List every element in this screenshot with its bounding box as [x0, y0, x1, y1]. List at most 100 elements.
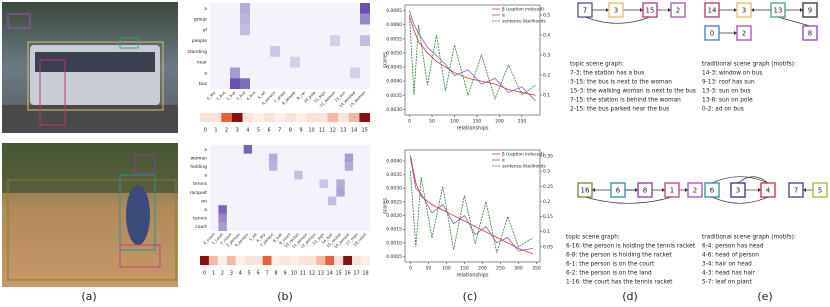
bar-label: 4	[239, 271, 242, 277]
series-line	[410, 155, 533, 255]
bar-label: 8	[289, 128, 292, 134]
y-tick-label: 0.0015	[386, 227, 402, 233]
legend-label: α	[502, 14, 505, 19]
graph-text: traditional scene graph (motifs):	[702, 235, 796, 241]
y2-tick-label: 0.3	[543, 169, 550, 175]
graph-text: 13-8: sun on pole	[702, 98, 753, 104]
node-label: 3	[736, 187, 740, 195]
bar-label: 17	[353, 271, 359, 277]
bar-label: 11	[319, 128, 325, 134]
node-label: 5	[818, 187, 822, 195]
col-label: 4_bus	[245, 90, 256, 101]
node-label: 15	[646, 7, 655, 15]
node-label: 8	[808, 30, 812, 38]
node-label: 2	[676, 7, 680, 15]
node-label: 3	[742, 7, 746, 15]
arrow-head	[606, 8, 609, 12]
bar-label: 13	[340, 128, 346, 134]
y-tick-label: 0.0010	[386, 240, 402, 246]
col-label: 5_lot	[256, 90, 266, 100]
bar-cell	[262, 256, 272, 265]
bar-cell	[271, 256, 281, 265]
y2-tick-label: 0.35	[543, 154, 553, 160]
bar-label: 1	[214, 128, 217, 134]
col-label: 1_bus	[215, 90, 226, 101]
y2-tick-label: 0.1	[543, 229, 550, 235]
y-tick-label: 0.0020	[386, 213, 402, 219]
arrow-head	[640, 8, 643, 12]
y-tick-label: 0.0050	[386, 50, 402, 56]
row-label: of	[203, 27, 208, 33]
bar-label: 9	[299, 128, 302, 134]
legend-label: β (caption induced)	[502, 152, 544, 158]
bar-cell	[306, 113, 317, 122]
bar-label: 2	[225, 128, 228, 134]
bar-cell	[244, 256, 254, 265]
node-label: 13	[774, 7, 783, 15]
bar-label: 10	[308, 128, 314, 134]
bar-cell	[253, 256, 263, 265]
graph-text: 6-2: the person is on the land	[566, 271, 652, 277]
bar-label: 5	[248, 271, 251, 277]
graph-text: topic scene graph:	[566, 235, 620, 241]
row-label: near	[197, 60, 207, 66]
bar-cell	[235, 256, 245, 265]
node	[704, 25, 720, 41]
x-tick-label: 0	[408, 119, 411, 125]
bar-cell	[208, 256, 218, 265]
heatmap-cell	[327, 196, 337, 206]
y-tick-label: 0.0035	[386, 172, 402, 178]
node	[788, 182, 804, 198]
y-tick-label: 0.0055	[386, 36, 402, 42]
col-label: 2_bus	[225, 90, 236, 101]
graph-text: 15-3: the walking woman is next to the b…	[570, 89, 696, 95]
bar-cell	[316, 256, 326, 265]
bar-label: 9	[283, 271, 286, 277]
bar-cell	[352, 256, 362, 265]
y2-tick-label: 0.4	[543, 33, 550, 39]
y-tick-label: 0.0040	[386, 79, 402, 85]
heatmap-cell	[360, 13, 370, 25]
y-tick-label: 0.0030	[386, 107, 402, 113]
photo-tennis	[2, 143, 178, 287]
graph-text: 2-15: the bus parked near the bus	[570, 107, 669, 113]
node-label: 6	[616, 187, 621, 195]
graph-text: 7-15: the station is behind the woman	[570, 98, 681, 104]
bar-label: 6	[257, 271, 260, 277]
bar-cell	[210, 113, 222, 122]
node	[608, 2, 624, 18]
arrow-head	[803, 188, 806, 192]
photo-bus	[2, 2, 178, 133]
bar-cell	[359, 113, 370, 122]
node	[642, 2, 658, 18]
col-label: 5_ad	[248, 231, 258, 241]
bar-cell	[327, 113, 339, 122]
bar-label: 10	[291, 271, 297, 277]
x-tick-label: 150	[473, 119, 482, 125]
node	[577, 2, 593, 18]
bar-cell	[253, 113, 264, 122]
col-label: 8_ball	[272, 232, 283, 243]
bar-cell	[361, 256, 370, 265]
col-label: 6_sky	[255, 231, 267, 243]
node	[802, 25, 818, 41]
node	[736, 2, 752, 18]
row-label: on	[201, 199, 207, 204]
node	[812, 182, 828, 198]
heatmap-cell	[319, 179, 328, 188]
y-tick-label: 0.0065	[386, 8, 402, 14]
graph-text: 7-3: the station has a bus	[570, 71, 644, 77]
row-label: court	[195, 224, 207, 230]
bar-label: 14	[351, 128, 357, 134]
bar-cell	[316, 113, 328, 122]
bar-cell	[217, 256, 227, 265]
bar-label: 3	[236, 128, 239, 134]
node-label: 2	[693, 187, 697, 195]
heatmap-cell	[230, 78, 240, 89]
heatmap-cell	[240, 3, 250, 14]
x-tick-label: 300	[514, 266, 523, 272]
bar-cell	[334, 256, 344, 265]
panel-label: (c)	[463, 290, 478, 303]
node	[736, 25, 752, 41]
